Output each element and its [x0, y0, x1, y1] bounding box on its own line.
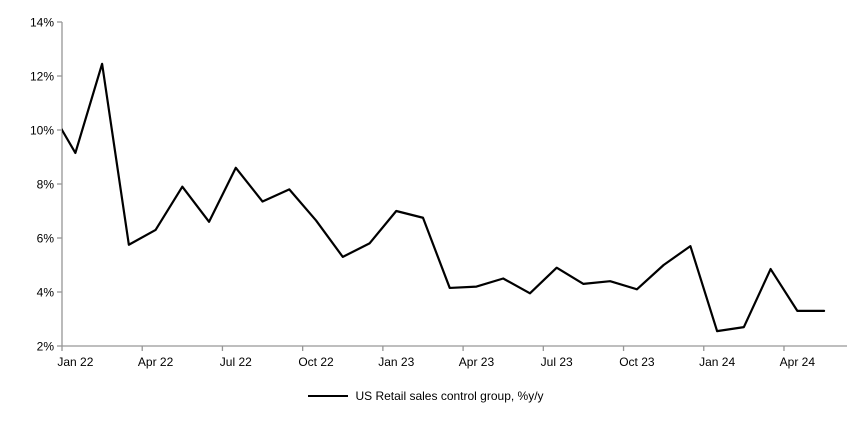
- y-axis-tick-label: 8%: [37, 177, 55, 191]
- x-axis-tick-label: Jan 24: [699, 355, 735, 369]
- x-axis-tick-label: Oct 23: [619, 355, 655, 369]
- x-axis-tick-label: Apr 22: [138, 355, 174, 369]
- x-axis-tick-label: Apr 24: [780, 355, 816, 369]
- y-axis-tick-label: 12%: [30, 69, 54, 83]
- x-axis-tick-label: Oct 22: [298, 355, 334, 369]
- y-axis-tick-label: 2%: [37, 339, 55, 353]
- x-axis-tick-label: Jul 22: [220, 355, 252, 369]
- y-axis-tick-label: 6%: [37, 231, 55, 245]
- x-axis-tick-label: Jan 22: [57, 355, 93, 369]
- y-axis-tick-label: 10%: [30, 123, 54, 137]
- legend-line-icon: [308, 395, 349, 397]
- y-axis-tick-label: 4%: [37, 285, 55, 299]
- chart-legend: US Retail sales control group, %y/y: [0, 389, 852, 403]
- x-axis-tick-label: Apr 23: [459, 355, 495, 369]
- x-axis-tick-label: Jul 23: [541, 355, 573, 369]
- x-axis-tick-label: Jan 23: [378, 355, 414, 369]
- y-axis-tick-label: 14%: [30, 15, 54, 29]
- legend-label: US Retail sales control group, %y/y: [355, 389, 544, 403]
- series-line-us-retail-control-group: [62, 62, 826, 333]
